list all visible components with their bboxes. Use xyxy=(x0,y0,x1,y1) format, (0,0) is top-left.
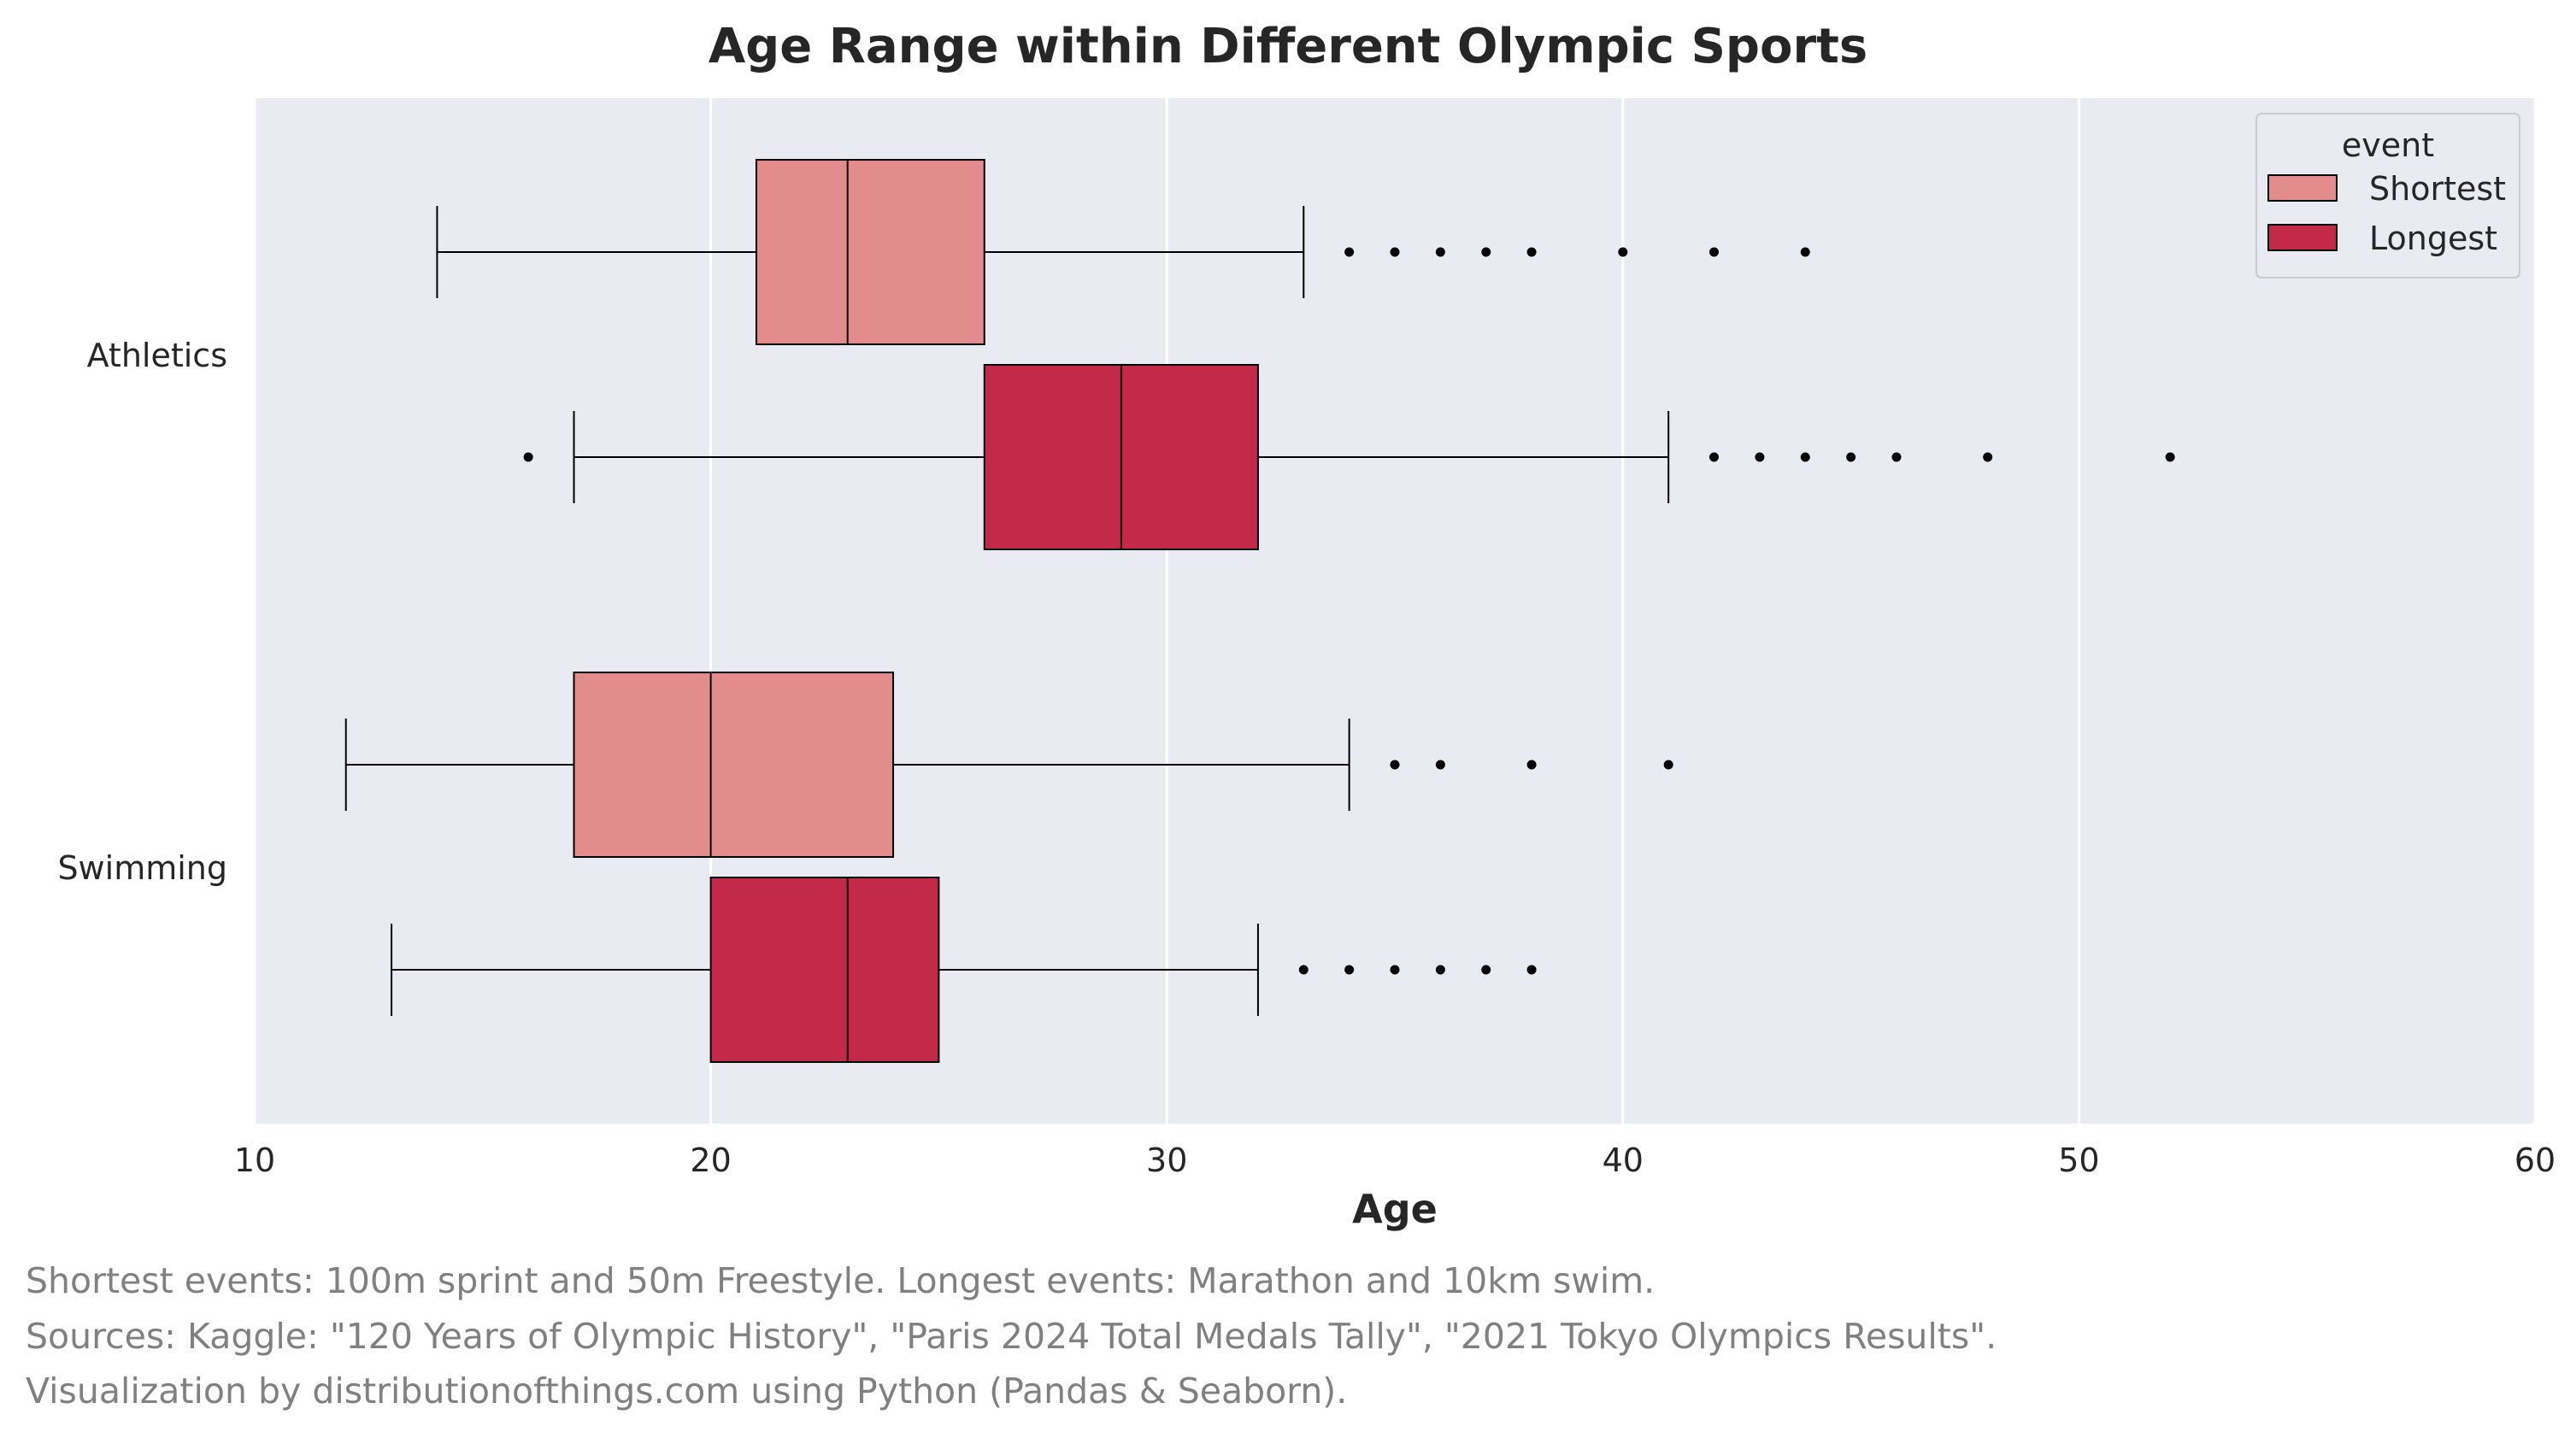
iqr-box-shortest-swimming xyxy=(573,672,895,858)
outlier-shortest-athletics-2 xyxy=(1435,247,1445,257)
plot-background xyxy=(255,98,2535,1124)
outlier-shortest-athletics-5 xyxy=(1618,247,1628,257)
outlier-longest-athletics-7 xyxy=(2165,452,2175,462)
outlier-longest-swimming-5 xyxy=(1526,965,1537,975)
outlier-longest-athletics-3 xyxy=(1800,452,1810,462)
x-tick-label-20: 20 xyxy=(690,1141,731,1179)
outlier-shortest-swimming-3 xyxy=(1663,760,1673,770)
outlier-longest-swimming-0 xyxy=(1298,965,1309,975)
outlier-shortest-athletics-6 xyxy=(1709,247,1720,257)
box-longest-swimming xyxy=(391,877,1537,1063)
tick-layer: 10 20 30 40 50 60 Athletics Swimming xyxy=(57,337,2555,1179)
x-axis-label: Age xyxy=(1352,1186,1438,1232)
outlier-shortest-athletics-7 xyxy=(1800,247,1810,257)
outlier-longest-swimming-3 xyxy=(1435,965,1445,975)
legend-swatch-shortest xyxy=(2267,174,2338,202)
legend-title: event xyxy=(2342,126,2434,164)
outlier-shortest-swimming-0 xyxy=(1390,760,1400,770)
outlier-longest-athletics-1 xyxy=(1709,452,1720,462)
outlier-shortest-athletics-0 xyxy=(1344,247,1355,257)
iqr-box-shortest-athletics xyxy=(755,159,985,345)
outlier-shortest-swimming-2 xyxy=(1526,760,1537,770)
box-shortest-athletics xyxy=(436,159,1810,345)
outlier-longest-swimming-4 xyxy=(1481,965,1491,975)
outlier-longest-athletics-6 xyxy=(1983,452,1993,462)
x-tick-label-40: 40 xyxy=(1603,1141,1644,1179)
box-layer xyxy=(344,159,2175,1063)
outlier-longest-athletics-2 xyxy=(1755,452,1765,462)
outlier-shortest-athletics-1 xyxy=(1390,247,1400,257)
outlier-shortest-swimming-1 xyxy=(1435,760,1445,770)
legend: event Shortest Longest xyxy=(2255,113,2520,279)
outlier-longest-swimming-2 xyxy=(1390,965,1400,975)
iqr-box-longest-swimming xyxy=(709,877,940,1063)
legend-label-shortest: Shortest xyxy=(2369,170,2506,208)
chart-title: Age Range within Different Olympic Sport… xyxy=(708,19,1868,74)
box-longest-athletics xyxy=(523,364,2175,550)
x-tick-label-50: 50 xyxy=(2058,1141,2099,1179)
outlier-longest-athletics-0 xyxy=(523,452,533,462)
x-tick-label-10: 10 xyxy=(234,1141,275,1179)
caption-line-3: Visualization by distributionofthings.co… xyxy=(26,1370,1348,1411)
y-tick-label-athletics: Athletics xyxy=(87,337,227,374)
caption-line-2: Sources: Kaggle: "120 Years of Olympic H… xyxy=(26,1316,1997,1357)
outlier-longest-swimming-1 xyxy=(1344,965,1355,975)
outlier-shortest-athletics-4 xyxy=(1526,247,1537,257)
caption-line-1: Shortest events: 100m sprint and 50m Fre… xyxy=(26,1260,1656,1301)
box-shortest-swimming xyxy=(344,672,1673,858)
x-tick-label-60: 60 xyxy=(2514,1141,2555,1179)
legend-label-longest: Longest xyxy=(2369,220,2497,257)
y-tick-label-swimming: Swimming xyxy=(57,849,227,887)
legend-swatch-longest xyxy=(2267,224,2338,251)
x-tick-label-30: 30 xyxy=(1146,1141,1187,1179)
outlier-longest-athletics-4 xyxy=(1846,452,1856,462)
grid-lines xyxy=(253,98,2537,1124)
outlier-longest-athletics-5 xyxy=(1891,452,1902,462)
outlier-shortest-athletics-3 xyxy=(1481,247,1491,257)
